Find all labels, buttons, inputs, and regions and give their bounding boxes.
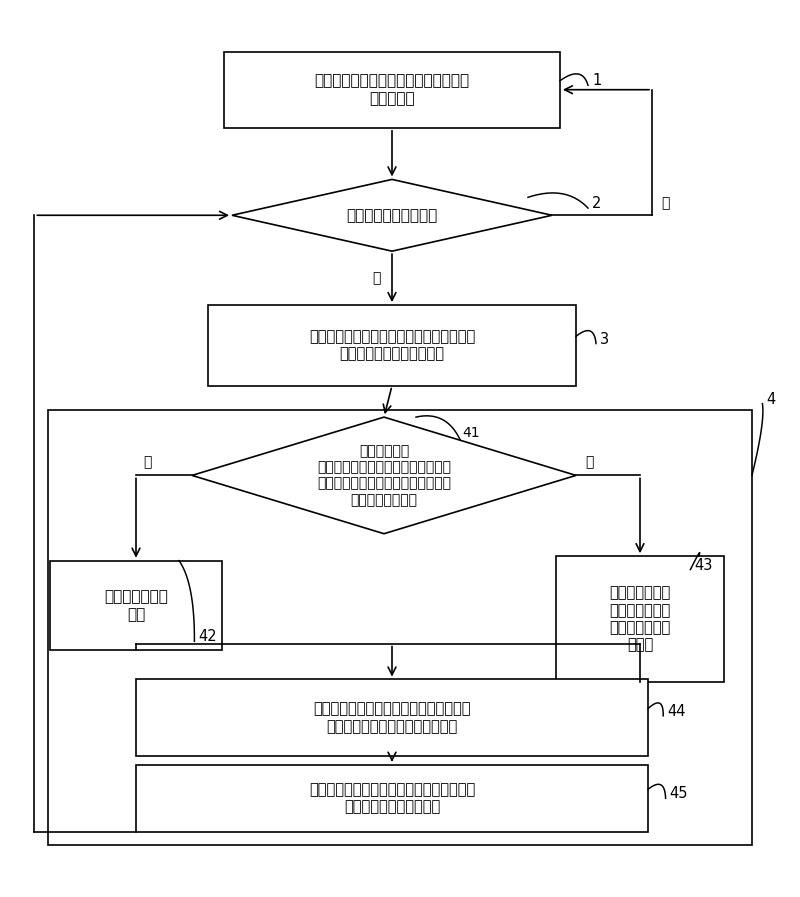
- FancyBboxPatch shape: [556, 556, 724, 682]
- Text: 4: 4: [766, 392, 776, 406]
- Text: 按照需求差值的从大到小的顺序将电源总功
率重新分配给各供电设备: 按照需求差值的从大到小的顺序将电源总功 率重新分配给各供电设备: [309, 782, 475, 814]
- FancyBboxPatch shape: [136, 680, 648, 755]
- Text: 45: 45: [670, 787, 688, 801]
- Text: 根据初始化分配策略为各供电设备分配
总可用功率: 根据初始化分配策略为各供电设备分配 总可用功率: [314, 74, 470, 106]
- Text: 计算并分配剩余
功率: 计算并分配剩余 功率: [104, 589, 168, 622]
- FancyBboxPatch shape: [136, 764, 648, 832]
- Text: 44: 44: [667, 704, 686, 718]
- Polygon shape: [232, 179, 552, 251]
- FancyBboxPatch shape: [224, 52, 560, 128]
- Text: 当监测到供电系统的可变属性改变时，根据
优先级对所有端口进行排序: 当监测到供电系统的可变属性改变时，根据 优先级对所有端口进行排序: [309, 329, 475, 361]
- FancyBboxPatch shape: [48, 410, 752, 845]
- Text: 42: 42: [198, 630, 217, 644]
- Text: 3: 3: [600, 332, 609, 346]
- Text: 2: 2: [592, 196, 602, 211]
- Polygon shape: [192, 417, 576, 534]
- Text: 监测可变属性是否改变: 监测可变属性是否改变: [346, 208, 438, 222]
- Text: 1: 1: [592, 74, 602, 88]
- Text: 是: 是: [372, 271, 380, 285]
- Text: 否: 否: [662, 196, 670, 211]
- Text: 否: 否: [144, 455, 152, 469]
- Text: 按照排序累加
各端口的所需功率，分别统计各供电
设备的所需功率，并监测累加之和是
否大于电源总功率: 按照排序累加 各端口的所需功率，分别统计各供电 设备的所需功率，并监测累加之和是…: [317, 444, 451, 507]
- Text: 提取此次累加操
作之前所记录的
各供电设备的所
需功率: 提取此次累加操 作之前所记录的 各供电设备的所 需功率: [610, 586, 670, 652]
- Text: 43: 43: [694, 558, 713, 572]
- FancyBboxPatch shape: [208, 305, 576, 386]
- Text: 是: 是: [586, 455, 594, 469]
- FancyBboxPatch shape: [50, 561, 222, 650]
- Text: 分别计算各供电设备当前的总可用功率与
该供电设备的所需功率的需求差值: 分别计算各供电设备当前的总可用功率与 该供电设备的所需功率的需求差值: [314, 701, 470, 734]
- Text: 41: 41: [462, 425, 480, 440]
